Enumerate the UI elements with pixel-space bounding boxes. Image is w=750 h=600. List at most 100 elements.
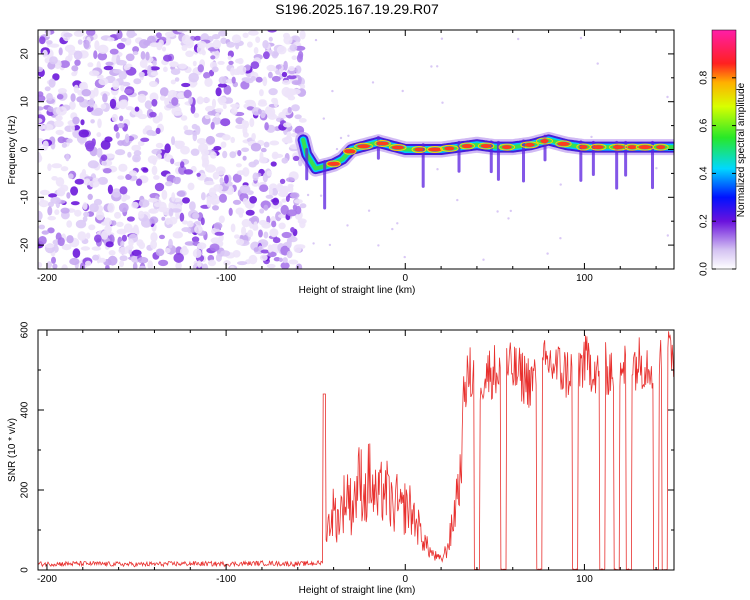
noise-blob — [241, 219, 251, 228]
noise-blob — [114, 211, 122, 219]
snr-y-label: SNR (10 * v/v) — [7, 418, 18, 482]
noise-blob — [144, 100, 153, 110]
noise-blob — [46, 93, 53, 101]
noise-blob — [202, 263, 209, 269]
noise-blob — [173, 252, 184, 263]
noise-blob — [88, 98, 95, 108]
noise-blob — [138, 199, 150, 208]
noise-blob — [242, 167, 250, 177]
noise-blob — [299, 30, 306, 40]
noise-blob — [151, 148, 162, 155]
noise-blob — [100, 140, 111, 150]
noise-blob — [83, 39, 90, 49]
noise-blob — [283, 122, 292, 128]
noise-blob — [159, 234, 165, 240]
ridge-hot-core — [655, 145, 666, 150]
noise-blob — [105, 265, 110, 269]
noise-blob — [139, 59, 148, 68]
noise-speck — [482, 258, 485, 261]
noise-blob — [161, 216, 166, 221]
noise-blob — [46, 40, 53, 45]
noise-speck — [396, 222, 399, 225]
noise-blob — [102, 93, 108, 103]
noise-blob — [138, 241, 146, 250]
noise-blob — [184, 129, 194, 136]
noise-blob — [61, 244, 72, 251]
noise-blob — [224, 97, 234, 104]
noise-blob — [295, 65, 302, 74]
noise-blob — [137, 93, 147, 103]
noise-speck — [306, 193, 310, 197]
noise-blob — [268, 36, 273, 42]
noise-blob — [224, 174, 229, 184]
ridge-hot-core — [326, 161, 341, 166]
noise-blob — [182, 197, 190, 204]
noise-blob — [195, 125, 201, 135]
noise-blob — [87, 160, 99, 169]
noise-blob — [76, 96, 85, 103]
noise-blob — [149, 216, 159, 224]
noise-blob — [44, 244, 55, 248]
noise-blob — [165, 247, 171, 254]
noise-blob — [49, 43, 60, 48]
noise-blob — [281, 71, 288, 78]
noise-blob — [242, 32, 249, 38]
noise-blob — [252, 172, 259, 181]
noise-speck — [312, 242, 315, 245]
noise-blob — [121, 99, 129, 108]
noise-blob — [152, 60, 157, 67]
noise-blob — [266, 263, 276, 269]
noise-blob — [47, 163, 52, 171]
noise-blob — [73, 50, 83, 60]
noise-blob — [250, 76, 257, 81]
noise-blob — [140, 137, 150, 142]
noise-blob — [268, 88, 278, 96]
noise-blob — [149, 111, 157, 118]
noise-blob — [128, 170, 138, 176]
noise-blob — [247, 229, 254, 238]
noise-blob — [287, 95, 296, 101]
noise-speck — [441, 101, 444, 104]
noise-speck — [517, 37, 520, 41]
noise-blob — [63, 32, 73, 38]
noise-blob — [212, 116, 222, 125]
noise-blob — [185, 50, 194, 58]
noise-blob — [100, 103, 107, 110]
spectrogram-xtick-label: -100 — [216, 273, 236, 284]
noise-speck — [371, 81, 375, 84]
noise-blob — [85, 260, 92, 267]
noise-blob — [107, 255, 118, 266]
noise-blob — [219, 193, 227, 203]
noise-blob — [271, 97, 277, 104]
colorbar-tick-label: 0.8 — [699, 70, 710, 84]
noise-blob — [42, 140, 49, 150]
noise-blob — [278, 201, 283, 207]
noise-blob — [281, 86, 291, 97]
noise-blob — [257, 108, 262, 115]
noise-blob — [156, 42, 163, 51]
ridge-core-halo — [477, 142, 495, 150]
noise-blob — [242, 155, 247, 161]
noise-blob — [201, 192, 206, 201]
noise-blob — [209, 243, 220, 252]
noise-blob — [231, 34, 242, 43]
ridge-core-halo — [440, 144, 459, 152]
noise-blob — [192, 212, 200, 220]
noise-blob — [286, 209, 298, 217]
noise-blob — [212, 39, 222, 50]
noise-blob — [244, 99, 255, 105]
noise-blob — [267, 244, 273, 253]
noise-blob — [156, 153, 162, 160]
noise-blob — [212, 205, 219, 211]
noise-blob — [38, 152, 42, 162]
noise-blob — [82, 216, 88, 222]
noise-blob — [65, 153, 70, 162]
noise-blob — [250, 142, 262, 152]
noise-blob — [183, 89, 192, 99]
noise-speck — [401, 89, 404, 93]
noise-blob — [73, 30, 85, 37]
noise-blob — [276, 45, 287, 55]
noise-blob — [41, 230, 49, 235]
noise-blob — [134, 106, 140, 112]
